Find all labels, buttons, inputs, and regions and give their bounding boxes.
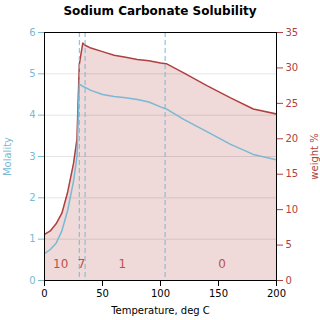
svg-text:50: 50: [96, 288, 109, 299]
svg-text:100: 100: [151, 288, 170, 299]
svg-text:25: 25: [286, 98, 299, 109]
svg-text:2: 2: [29, 192, 35, 203]
svg-text:3: 3: [29, 151, 35, 162]
svg-text:0: 0: [29, 275, 35, 286]
svg-text:1: 1: [29, 233, 35, 244]
svg-text:4: 4: [29, 109, 35, 120]
svg-text:35: 35: [286, 27, 299, 38]
svg-text:6: 6: [29, 27, 35, 38]
svg-text:150: 150: [209, 288, 228, 299]
svg-text:weight %: weight %: [309, 133, 320, 179]
svg-text:1: 1: [118, 257, 126, 271]
svg-text:10: 10: [53, 257, 68, 271]
html-text:Sodium Carbonate Solubility: Sodium Carbonate Solubility: [63, 4, 257, 18]
svg-text:Molality: Molality: [2, 137, 13, 176]
svg-text:10: 10: [286, 204, 299, 215]
svg-text:5: 5: [286, 239, 292, 250]
svg-text:30: 30: [286, 62, 299, 73]
svg-text:20: 20: [286, 133, 299, 144]
svg-text:0: 0: [218, 257, 226, 271]
svg-text:15: 15: [286, 168, 299, 179]
svg-text:7: 7: [78, 257, 86, 271]
svg-text:0: 0: [41, 288, 47, 299]
svg-text:Temperature, deg C: Temperature, deg C: [110, 305, 210, 316]
svg-text:5: 5: [29, 68, 35, 79]
svg-text:200: 200: [267, 288, 286, 299]
svg-text:0: 0: [286, 275, 292, 286]
